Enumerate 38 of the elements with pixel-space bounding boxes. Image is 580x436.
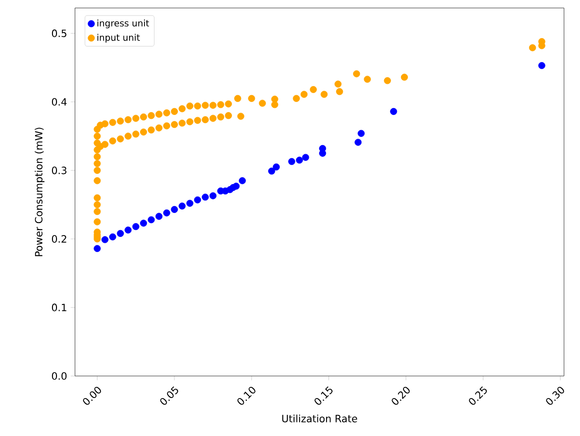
point xyxy=(186,200,194,207)
point xyxy=(178,202,186,210)
point xyxy=(319,144,326,152)
point xyxy=(210,192,216,200)
point xyxy=(232,182,240,190)
legend-label: ingress unit xyxy=(97,20,149,28)
point xyxy=(116,230,124,237)
point xyxy=(358,130,365,137)
y-tick-label: 0.4 xyxy=(52,98,67,106)
point xyxy=(94,245,101,252)
point xyxy=(140,220,148,227)
point xyxy=(390,108,398,115)
y-axis-title: Power Consumption (mW) xyxy=(34,128,44,256)
point xyxy=(101,236,108,244)
legend-label: input unit xyxy=(97,34,140,43)
point xyxy=(202,194,209,201)
point xyxy=(288,158,296,165)
point xyxy=(538,62,546,70)
point xyxy=(124,226,132,234)
point xyxy=(194,196,202,204)
point xyxy=(132,223,140,230)
point xyxy=(109,233,116,240)
y-tick-label: 0.1 xyxy=(52,304,66,312)
point xyxy=(268,168,276,175)
point xyxy=(296,156,303,164)
y-tick-label: 0.2 xyxy=(52,235,66,243)
point xyxy=(155,212,162,220)
y-tick-label: 0.0 xyxy=(52,372,67,380)
point xyxy=(148,216,155,224)
point xyxy=(302,154,310,161)
point xyxy=(272,163,280,170)
y-tick-label: 0.3 xyxy=(52,166,66,174)
point xyxy=(170,206,178,213)
point xyxy=(238,177,246,184)
y-tick-label: 0.5 xyxy=(52,30,66,38)
x-axis-title: Utilization Rate xyxy=(282,414,358,422)
point xyxy=(354,138,362,146)
point xyxy=(163,209,170,216)
